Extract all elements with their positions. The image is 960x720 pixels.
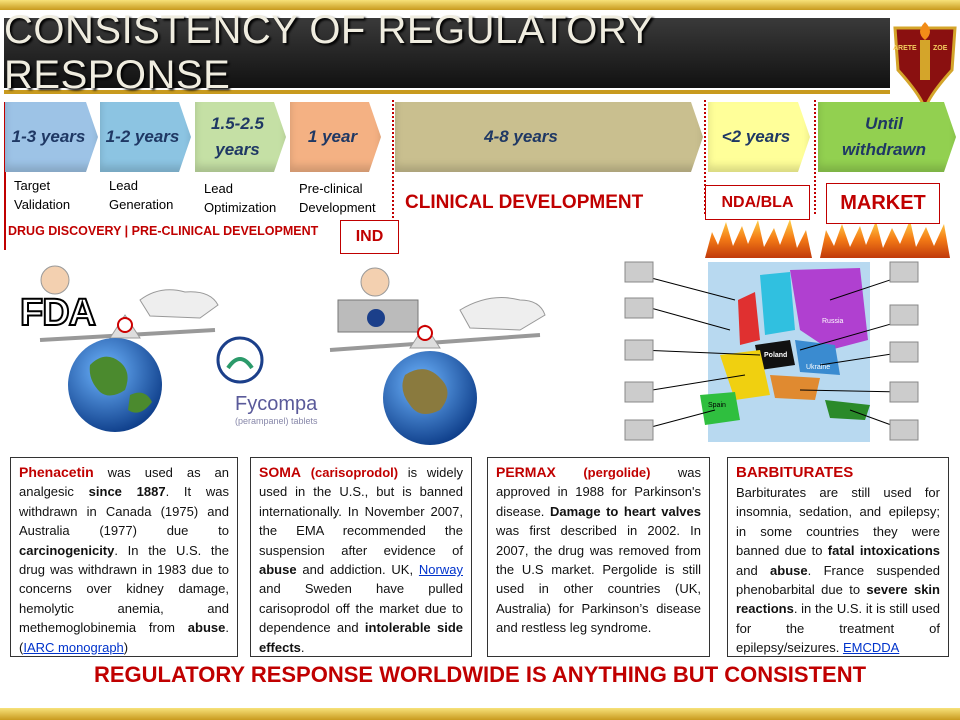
case-heading: BARBITURATES (736, 464, 854, 481)
phase-box: IND (340, 220, 399, 254)
case-text: . in the U.S. it is still used for the t… (736, 601, 940, 656)
map-label: Poland (764, 352, 788, 359)
fda-logo: FDA (19, 291, 97, 335)
case-red: Phenacetin (19, 464, 94, 480)
case-box: PERMAX (pergolide) was approved in 1988 … (487, 457, 710, 657)
stage-label: Target Validation (14, 178, 71, 212)
case-link[interactable]: Norway (418, 562, 463, 578)
stage-arrow: 1.5-2.5 years (195, 102, 286, 172)
logo-text: ARETE (893, 45, 917, 52)
fycompa-sub: (perampanel) tablets (235, 416, 318, 426)
case-text: . France suspended phenobarbital due to (736, 562, 940, 598)
stage-arrow: 1-2 years (100, 102, 191, 172)
case-text: . ( (19, 620, 229, 655)
stage-duration: 1.5-2.5 years (211, 114, 264, 159)
case-bold: Damage to heart valves (549, 503, 701, 519)
case-bold: abuse (187, 620, 226, 636)
case-bold: since 1887 (88, 484, 166, 500)
case-text: . In the U.S. the drug was withdrawn in … (19, 542, 229, 636)
map-label: Spain (708, 402, 726, 409)
case-box: BARBITURATES Barbiturates are still used … (727, 457, 949, 657)
case-red-small: (pergolide) (583, 465, 651, 480)
case-bold: intolerable side effects (259, 620, 463, 655)
case-text: and (736, 562, 771, 578)
case-text: and addiction. UK, (296, 562, 419, 578)
case-red: SOMA (259, 464, 301, 480)
stage-duration: 1 year (307, 127, 358, 146)
case-bold: carcinogenicity (19, 542, 115, 558)
stage-arrow: <2 years (708, 102, 810, 172)
case-text (556, 465, 583, 480)
case-text: ) (123, 639, 129, 655)
stage-duration: 1-2 years (105, 127, 180, 146)
case-link[interactable]: IARC monograph (23, 639, 124, 655)
case-box: SOMA (carisoprodol) is widely used in th… (250, 457, 472, 657)
case-text: . (300, 639, 305, 655)
title: CONSISTENCY OF REGULATORY RESPONSE (4, 8, 653, 97)
case-bold: abuse (770, 562, 808, 578)
fycompa-logo: Fycompa (235, 393, 318, 415)
case-text (301, 465, 311, 480)
stage-label: Pre-clinical Development (299, 181, 376, 215)
case-red: PERMAX (496, 464, 556, 480)
stage-arrow: Until withdrawn (818, 102, 956, 172)
logo-text: ZOE (933, 45, 948, 52)
case-text: . It was withdrawn in Canada (1975) and … (19, 484, 229, 539)
case-text: and Sweden have pulled carisoprodol off … (259, 581, 463, 636)
stage-duration: <2 years (721, 127, 791, 146)
phase-box: NDA/BLA (705, 185, 810, 220)
case-red-small: (carisoprodol) (310, 465, 399, 480)
phase-label: CLINICAL DEVELOPMENT (405, 192, 644, 213)
map-label: Russia (822, 318, 844, 325)
map-label: Ukraine (806, 364, 831, 371)
case-bold: severe skin reactions (736, 582, 940, 617)
case-text: was first described in 2002. In 2007, th… (496, 523, 701, 636)
phase-box: MARKET (826, 183, 940, 224)
case-text: was used as an analgesic (19, 465, 229, 500)
stage-duration: 1-3 years (11, 127, 86, 146)
stage-arrow: 1-3 years (5, 102, 98, 172)
stage-label: Lead Generation (109, 178, 174, 212)
stage-duration: Until withdrawn (841, 114, 927, 159)
stage-label: Lead Optimization (204, 181, 277, 215)
case-bold: abuse (259, 562, 297, 578)
footer: REGULATORY RESPONSE WORLDWIDE IS ANYTHIN… (93, 662, 867, 687)
case-text: was approved in 1988 for Parkinson's dis… (496, 465, 701, 519)
case-text: is widely used in the U.S., but is banne… (259, 465, 463, 558)
case-bold: fatal intoxications (827, 543, 940, 559)
case-link[interactable]: EMCDDA (842, 640, 900, 656)
stage-arrow: 1 year (290, 102, 381, 172)
case-box: Phenacetin was used as an analgesic sinc… (10, 457, 238, 657)
case-text: Barbiturates are still used for insomnia… (736, 485, 940, 559)
phase-label: DRUG DISCOVERY | PRE-CLINICAL DEVELOPMEN… (8, 224, 319, 238)
stage-arrow: 4-8 years (395, 102, 703, 172)
stage-duration: 4-8 years (484, 127, 558, 146)
